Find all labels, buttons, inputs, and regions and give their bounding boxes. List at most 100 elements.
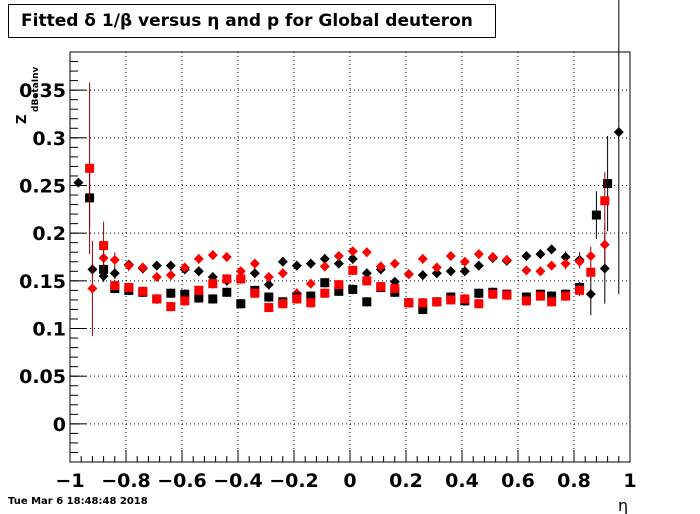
chart-title: Fitted δ 1/β versus η and p for Global d… [21, 11, 473, 31]
data-point-diamond [560, 258, 571, 269]
x-tick-labels: −1 −0.8 −0.6 −0.4 −0.2 0 0.2 0.4 0.6 0.8 1 [55, 470, 636, 492]
data-point-square [603, 179, 613, 189]
data-point-diamond [375, 261, 386, 272]
data-point-diamond [151, 260, 162, 271]
data-point-square [446, 295, 456, 305]
y-axis-title: Z [15, 115, 30, 124]
data-point-diamond [333, 251, 344, 262]
data-point-square [320, 278, 330, 288]
y-tick-label: 0.3 [32, 128, 66, 150]
data-point-square [460, 294, 470, 304]
series-diamond-red [87, 225, 610, 337]
data-point-square [306, 291, 316, 301]
title-box: Fitted δ 1/β versus η and p for Global d… [8, 4, 496, 38]
data-point-square [264, 292, 274, 302]
data-point-diamond [585, 289, 596, 300]
data-series [73, 0, 624, 337]
x-tick-label: 0.2 [389, 470, 423, 492]
data-point-square [474, 288, 484, 298]
data-point-diamond [137, 262, 148, 273]
data-point-diamond [277, 268, 288, 279]
x-tick-label: 1 [623, 470, 636, 492]
data-point-diamond [574, 256, 585, 267]
data-point-diamond [361, 247, 372, 258]
data-point-diamond [193, 266, 204, 277]
data-point-square [362, 276, 372, 286]
data-point-diamond [221, 252, 232, 262]
data-point-diamond [263, 279, 274, 290]
x-tick-label: −0.8 [101, 470, 151, 492]
data-point-diamond [473, 260, 484, 271]
series-square-black [85, 135, 613, 315]
data-point-diamond [445, 266, 456, 277]
data-point-square [488, 289, 498, 299]
x-tick-label: −0.4 [213, 470, 263, 492]
y-tick-label: 0.1 [32, 319, 66, 341]
data-point-diamond [249, 268, 260, 279]
data-point-square [236, 299, 246, 309]
data-point-diamond [305, 278, 316, 289]
data-point-square [600, 196, 610, 206]
y-tick-label: 0 [53, 414, 66, 436]
timestamp: Tue Mar 6 18:48:48 2018 [8, 496, 148, 507]
data-point-square [474, 299, 484, 309]
data-point-square [320, 288, 330, 298]
x-tick-label: 0.4 [445, 470, 479, 492]
data-point-square [348, 284, 358, 294]
data-point-diamond [207, 250, 218, 261]
data-point-square [138, 286, 148, 296]
x-tick-label: −1 [55, 470, 84, 492]
data-point-square [306, 298, 316, 308]
data-point-square [404, 298, 414, 308]
data-point-diamond [333, 258, 344, 269]
data-point-square [334, 280, 344, 290]
data-point-square [194, 285, 204, 295]
data-point-diamond [521, 251, 532, 262]
data-point-square [561, 291, 571, 301]
data-point-diamond [473, 249, 484, 260]
data-point-square [278, 299, 288, 309]
data-point-diamond [417, 253, 428, 264]
data-point-diamond [277, 256, 288, 267]
y-tick-labels: 0 0.05 0.1 0.15 0.2 0.25 0.3 0.35 [19, 80, 66, 436]
data-point-diamond [235, 266, 246, 277]
data-point-diamond [613, 127, 624, 138]
data-point-diamond [459, 256, 470, 267]
data-point-square [222, 274, 232, 284]
x-tick-label: 0 [343, 470, 356, 492]
data-point-diamond [521, 265, 532, 276]
data-point-square [502, 290, 512, 300]
data-point-diamond [347, 246, 358, 257]
data-point-square [208, 279, 218, 289]
y-tick-label: 0.25 [19, 175, 66, 197]
data-point-diamond [165, 270, 176, 281]
data-point-square [166, 288, 176, 298]
y-tick-label: 0.05 [19, 366, 66, 388]
data-point-diamond [109, 254, 120, 265]
data-point-diamond [73, 177, 84, 188]
data-point-diamond [347, 253, 358, 264]
data-point-square [418, 304, 428, 314]
data-point-square [586, 267, 596, 277]
data-point-diamond [431, 268, 442, 279]
data-point-square [180, 296, 190, 306]
data-point-diamond [599, 263, 610, 274]
data-point-square [390, 283, 400, 293]
data-point-square [334, 286, 344, 296]
data-point-diamond [535, 266, 546, 277]
data-point-diamond [546, 260, 557, 271]
data-point-diamond [535, 249, 546, 260]
data-point-square [535, 291, 545, 301]
x-axis-title: η [618, 496, 628, 514]
data-point-square [547, 291, 557, 301]
data-point-diamond [585, 251, 596, 262]
data-point-diamond [431, 262, 442, 273]
data-point-diamond [109, 268, 120, 279]
data-point-diamond [361, 268, 372, 279]
data-point-diamond [560, 252, 571, 262]
data-point-square [110, 281, 120, 291]
data-point-diamond [249, 258, 260, 269]
y-tick-label: 0.35 [19, 80, 66, 102]
data-point-square [152, 294, 162, 304]
